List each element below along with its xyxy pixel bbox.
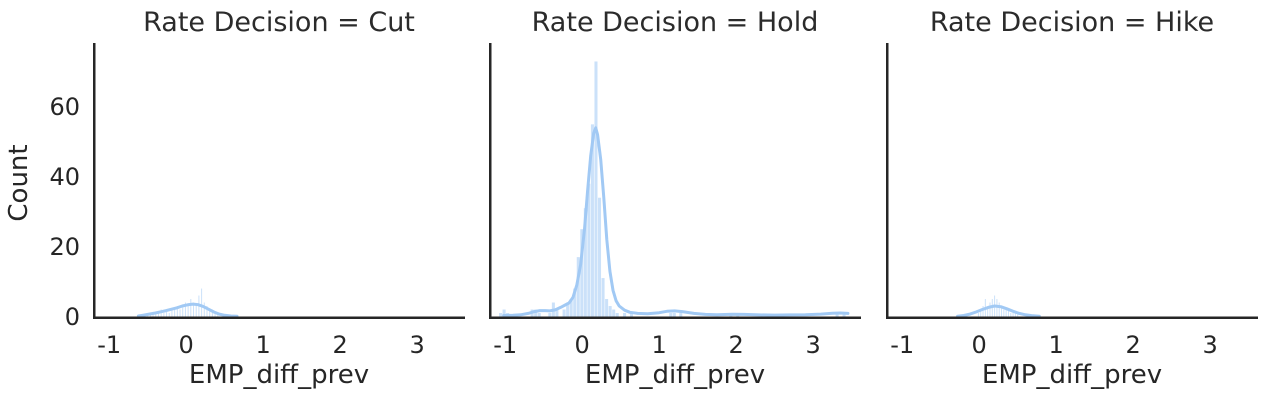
- x-tick-label: 3: [1202, 331, 1218, 359]
- histogram-bar: [615, 313, 619, 317]
- facet-cut: Rate Decision = Cut EMP_diff_prev -1 0 1 2 3: [93, 0, 465, 406]
- histogram-bar: [587, 183, 591, 317]
- histogram-bar: [176, 306, 178, 317]
- kde-curve: [956, 304, 1041, 318]
- x-tick-label: -1: [97, 331, 122, 359]
- facet-title-cut: Rate Decision = Cut: [143, 7, 415, 38]
- histogram-bar: [171, 309, 173, 317]
- histogram-bar: [1017, 313, 1019, 317]
- histogram-bar: [573, 288, 577, 317]
- histogram-bar: [1010, 313, 1012, 317]
- y-tick-label: 60: [49, 92, 80, 121]
- histogram-bar: [576, 257, 580, 317]
- x-tick-label: 1: [651, 331, 667, 359]
- histogram-bar: [580, 229, 584, 317]
- x-axis-label: EMP_diff_prev: [188, 360, 370, 390]
- histogram-bar: [612, 309, 616, 317]
- y-tick-label: 20: [49, 232, 80, 261]
- histogram-bar: [190, 299, 192, 317]
- facet-hold: Rate Decision = Hold EMP_diff_prev -1 0 1 2…: [489, 0, 861, 406]
- histogram-bar: [203, 302, 205, 317]
- histogram-bar: [187, 306, 189, 317]
- histogram-bar: [155, 313, 157, 317]
- histogram-bar: [206, 306, 208, 317]
- x-tick-label: 1: [1048, 331, 1064, 359]
- histogram-bar: [1014, 313, 1016, 317]
- x-tick-label: 2: [728, 331, 744, 359]
- histogram-bar: [163, 313, 165, 317]
- histogram-bar: [174, 309, 176, 317]
- histogram-bar: [168, 313, 170, 317]
- kde-curve: [136, 302, 239, 318]
- histogram-bar: [195, 306, 197, 317]
- histogram-bar: [672, 313, 676, 317]
- x-tick-label: -1: [493, 331, 518, 359]
- histogram-bar: [157, 313, 159, 317]
- histogram-bar: [1007, 309, 1009, 317]
- x-tick-label: 0: [178, 331, 194, 359]
- histogram-plot-hold: [489, 43, 861, 319]
- histogram-bar: [669, 313, 673, 317]
- histogram-bar: [998, 302, 1000, 317]
- histogram-bar: [583, 208, 587, 317]
- histogram-bar: [502, 309, 506, 317]
- y-tick-label: 0: [64, 302, 80, 331]
- histogram-bar: [598, 197, 602, 317]
- x-tick-label: 3: [805, 331, 821, 359]
- x-tick-label: 0: [574, 331, 590, 359]
- histogram-bar: [594, 61, 598, 317]
- facet-title-hike: Rate Decision = Hike: [929, 7, 1215, 38]
- facet-hike: Rate Decision = Hike EMP_diff_prev -1 0 1 2…: [886, 0, 1258, 406]
- histogram-plot-cut: [93, 43, 465, 319]
- x-tick-label: 2: [332, 331, 348, 359]
- x-tick-label: 0: [971, 331, 987, 359]
- histogram-bar: [605, 299, 609, 317]
- histogram-bar: [601, 278, 605, 317]
- histogram-bar: [499, 313, 503, 317]
- histogram-bar: [555, 309, 559, 317]
- histogram-bar: [842, 313, 846, 317]
- histogram-bar: [987, 306, 989, 317]
- x-axis-label: EMP_diff_prev: [584, 360, 766, 390]
- histogram-bar: [608, 306, 612, 317]
- histogram-bar: [977, 313, 979, 317]
- histogram-bar: [982, 306, 984, 317]
- x-tick-label: 3: [409, 331, 425, 359]
- histogram-bar: [179, 309, 181, 317]
- histogram-bar: [980, 309, 982, 317]
- facet-title-hold: Rate Decision = Hold: [531, 7, 819, 38]
- histogram-bar: [989, 302, 991, 317]
- histogram-bar: [1005, 309, 1007, 317]
- histogram-bar: [537, 313, 541, 317]
- histogram-bar: [562, 309, 566, 317]
- x-axis-label: EMP_diff_prev: [981, 360, 1163, 390]
- histogram-bar: [590, 124, 594, 317]
- histogram-bar: [566, 302, 570, 317]
- histogram-bar: [193, 302, 195, 317]
- histogram-bar: [548, 313, 552, 317]
- histogram-bar: [166, 309, 168, 317]
- histogram-bar: [569, 299, 573, 317]
- histogram-bar: [1003, 309, 1005, 317]
- histogram-bar: [1012, 313, 1014, 317]
- x-tick-label: 2: [1125, 331, 1141, 359]
- histogram-bar: [184, 302, 186, 317]
- histogram-bar: [623, 313, 627, 317]
- histogram-bar: [679, 313, 683, 317]
- histogram-plot-hike: [886, 43, 1258, 319]
- histogram-bar: [1001, 306, 1003, 317]
- y-tick-label: 40: [49, 162, 80, 191]
- x-tick-label: 1: [255, 331, 271, 359]
- histogram-bar: [182, 306, 184, 317]
- histogram-bar: [211, 309, 213, 317]
- kde-curve: [502, 126, 850, 317]
- histogram-bar: [201, 288, 203, 317]
- histogram-bar: [209, 309, 211, 317]
- x-tick-label: -1: [890, 331, 915, 359]
- histogram-bar: [835, 313, 839, 317]
- histogram-bar: [629, 313, 633, 317]
- histogram-bar: [214, 313, 216, 317]
- histogram-bar: [534, 309, 538, 317]
